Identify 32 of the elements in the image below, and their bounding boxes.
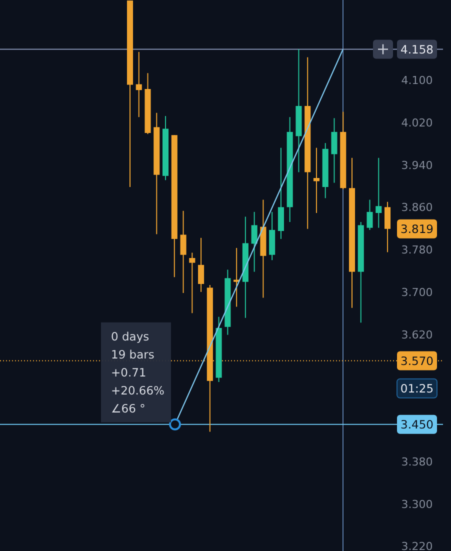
candlestick	[198, 237, 204, 292]
text: 3.819	[400, 222, 434, 236]
ref-line-label: 3.570	[400, 354, 434, 368]
y-tick-label: 3.780	[401, 244, 433, 257]
annotation: +20.66%	[111, 383, 165, 398]
candlestick	[313, 147, 320, 214]
y-tick-label: 3.700	[401, 286, 433, 299]
text: 01:25	[400, 381, 434, 396]
candlestick	[251, 211, 258, 272]
y-tick-label: 3.940	[401, 158, 433, 172]
candlestick	[189, 252, 196, 314]
annotation: 19 bars	[111, 347, 154, 362]
candlestick	[384, 201, 391, 253]
candlestick	[376, 157, 382, 228]
y-tick-label: 3.300	[401, 498, 433, 511]
annotation: +0.71	[111, 365, 146, 380]
ref-line-label: 3.450	[400, 417, 434, 432]
y-tick-label: 3.860	[401, 201, 433, 214]
y-tick-label: 3.380	[401, 455, 433, 468]
y-tick-label: 4.020	[401, 116, 433, 130]
candlestick	[234, 247, 240, 308]
annotation: 0 days	[111, 329, 150, 344]
candlestick	[136, 51, 142, 118]
y-tick-label: 3.620	[401, 328, 433, 342]
ref-line-label: 4.158	[400, 42, 434, 56]
y-tick-label: 3.220	[401, 540, 433, 551]
candlestick	[278, 147, 284, 240]
candlestick	[180, 210, 186, 294]
candlestick	[331, 118, 338, 184]
y-tick-label: 4.100	[401, 74, 433, 87]
annotation: ∠66 °	[111, 401, 146, 416]
candlestick	[366, 199, 373, 230]
